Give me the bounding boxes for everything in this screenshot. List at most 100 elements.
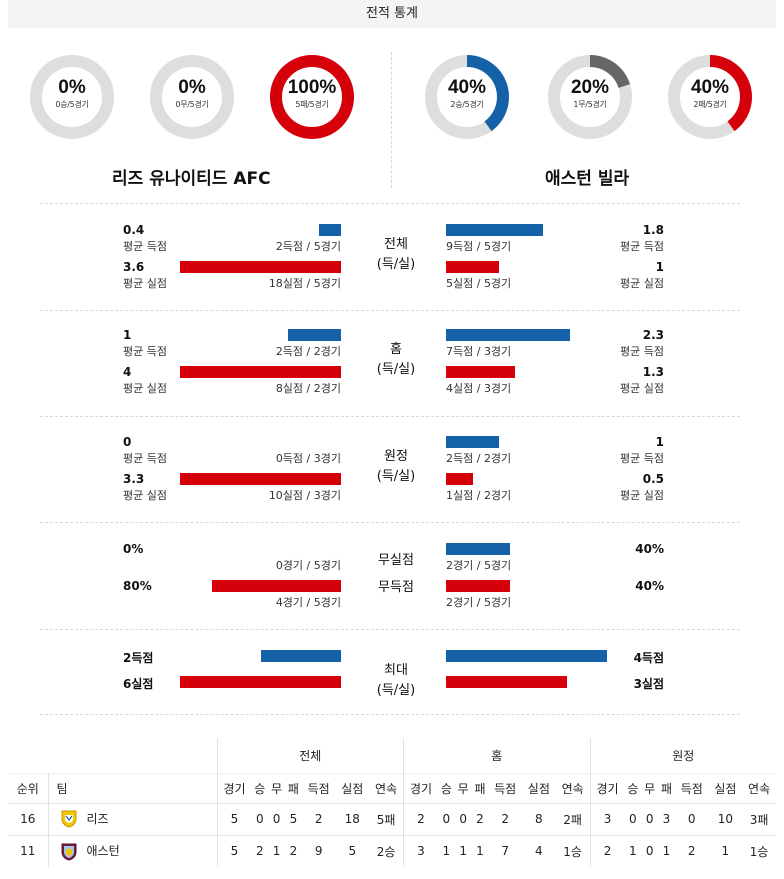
- column-header: 경기: [403, 773, 438, 803]
- stat-cell: 0: [459, 812, 467, 826]
- stat-cell: 1: [272, 844, 281, 859]
- home-stat-bar: [180, 473, 341, 485]
- stat-cell: 2: [255, 844, 264, 859]
- stat-cell: 2: [289, 844, 298, 859]
- stat-cell: 5: [216, 803, 252, 835]
- stat-cell: 1: [629, 844, 637, 859]
- home-stat-value: 1: [123, 328, 132, 342]
- stat-cell: 1: [662, 844, 671, 859]
- home-stat-value: 3.6: [123, 260, 145, 274]
- home-stat-detail: 8실점 / 2경기: [275, 382, 341, 395]
- column-header: 득점: [307, 781, 330, 796]
- column-header: 경기: [589, 773, 625, 803]
- donut-count: 1무/5경기: [573, 100, 607, 109]
- stat-cell: 4: [535, 844, 543, 859]
- section-title: 무득점: [378, 580, 414, 595]
- away-stat-label: 평균 실점: [620, 277, 664, 290]
- stat-cell: 0: [442, 812, 451, 826]
- section-subtitle: (득/실): [376, 362, 416, 377]
- away-stat-value: 1.3: [642, 365, 664, 379]
- column-header: 무: [271, 781, 283, 796]
- column-header: 패: [660, 781, 673, 796]
- team-name-cell[interactable]: 리즈: [86, 811, 109, 826]
- home-stat-bar: [212, 580, 341, 592]
- section-divider: [40, 416, 740, 417]
- donut-percent: 100%: [287, 77, 337, 98]
- column-header: 실점: [341, 781, 364, 796]
- stat-cell: 2: [403, 803, 438, 835]
- column-header: 승: [440, 781, 452, 796]
- section-subtitle: (득/실): [376, 469, 416, 484]
- away-draw-donut: 20% 1무/5경기: [548, 55, 632, 139]
- stat-cell: 0: [255, 812, 264, 826]
- donut-percent: 40%: [447, 77, 487, 98]
- team-header: 팀: [47, 773, 217, 803]
- donut-percent: 0%: [178, 77, 206, 98]
- home-stat-label: 평균 득점: [123, 240, 167, 253]
- home-stat-label: 평균 실점: [123, 489, 167, 502]
- stat-cell: 2: [687, 844, 696, 859]
- home-stat-label: 평균 득점: [123, 452, 167, 465]
- team-cell[interactable]: 리즈: [47, 803, 217, 835]
- home-team-name: 리즈 유나이티드 AFC: [112, 169, 271, 189]
- section-divider: [40, 629, 740, 630]
- page-title: 전적 통계: [366, 6, 418, 21]
- home-stat-label: 평균 실점: [123, 382, 167, 395]
- donut-track: [150, 55, 234, 139]
- away-stat-bar: [446, 436, 500, 448]
- home-stat-bar: [287, 329, 341, 341]
- home-stat-bar: [319, 224, 341, 236]
- donut-count: 2패/5경기: [693, 100, 727, 109]
- column-header: 무: [644, 781, 656, 796]
- column-header: 승: [254, 781, 266, 796]
- group-home-header: 홈: [403, 738, 591, 773]
- team-name-cell[interactable]: 애스턴: [86, 844, 120, 858]
- away-stat-label: 평균 득점: [620, 452, 664, 465]
- stat-cell: 2: [476, 812, 484, 826]
- home-stat-value: 3.3: [123, 472, 145, 486]
- home-stat-detail: 2득점 / 2경기: [275, 345, 341, 358]
- home-win-donut: 0% 0승/5경기: [30, 55, 114, 139]
- away-stat-detail: 4실점 / 3경기: [446, 382, 512, 395]
- donut-count: 0무/5경기: [175, 100, 209, 109]
- stat-cell: 3: [662, 812, 671, 826]
- stat-cell: 2: [314, 812, 323, 826]
- home-stat-value: 0: [123, 435, 132, 449]
- away-stat-detail: 2경기 / 5경기: [446, 559, 512, 572]
- away-stat-detail: 2경기 / 5경기: [446, 596, 512, 609]
- stat-cell: 10: [717, 812, 733, 826]
- section-title: 무실점: [378, 553, 414, 568]
- column-header: 무: [457, 781, 469, 796]
- away-stat-label: 평균 득점: [620, 345, 664, 358]
- stat-cell: 2: [589, 835, 625, 867]
- donut-fill: [270, 55, 354, 139]
- column-header: 연속: [375, 781, 398, 796]
- section-divider: [40, 310, 740, 311]
- away-stat-value: 2.3: [642, 328, 664, 342]
- stat-cell: 1승: [749, 844, 769, 859]
- stat-cell: 1: [476, 844, 484, 859]
- stat-cell: 7: [501, 844, 510, 859]
- column-header: 경기: [216, 773, 252, 803]
- aston-villa-crest-icon: [61, 843, 77, 861]
- away-stat-detail: 2득점 / 2경기: [446, 452, 512, 465]
- stat-cell: 2승: [376, 844, 396, 859]
- donut-percent: 20%: [570, 77, 610, 98]
- column-header: 연속: [561, 781, 584, 796]
- table-row: 11 애스턴 5 2 1 2 9 5 2승 3 1 1 1 7 4 1승 2 1 0 1 2 1 1승: [8, 835, 776, 867]
- donut-percent: 40%: [690, 77, 730, 98]
- home-draw-donut: 0% 0무/5경기: [150, 55, 234, 139]
- stat-cell: 1: [721, 844, 730, 859]
- away-win-donut: 40% 2승/5경기: [425, 55, 509, 139]
- home-stat-bar: [180, 366, 341, 378]
- column-header: 득점: [494, 781, 517, 796]
- team-cell[interactable]: 애스턴: [47, 835, 217, 867]
- away-stat-detail: 5실점 / 5경기: [446, 277, 512, 290]
- home-stat-value: 4: [123, 365, 132, 379]
- stat-cell: 0: [645, 812, 654, 826]
- home-stat-label: 평균 실점: [123, 277, 167, 290]
- stat-cell: 2: [501, 812, 510, 826]
- home-stat-detail: 18실점 / 5경기: [268, 277, 341, 290]
- home-stat-value: 80%: [123, 579, 152, 593]
- away-stat-value: 40%: [635, 579, 664, 593]
